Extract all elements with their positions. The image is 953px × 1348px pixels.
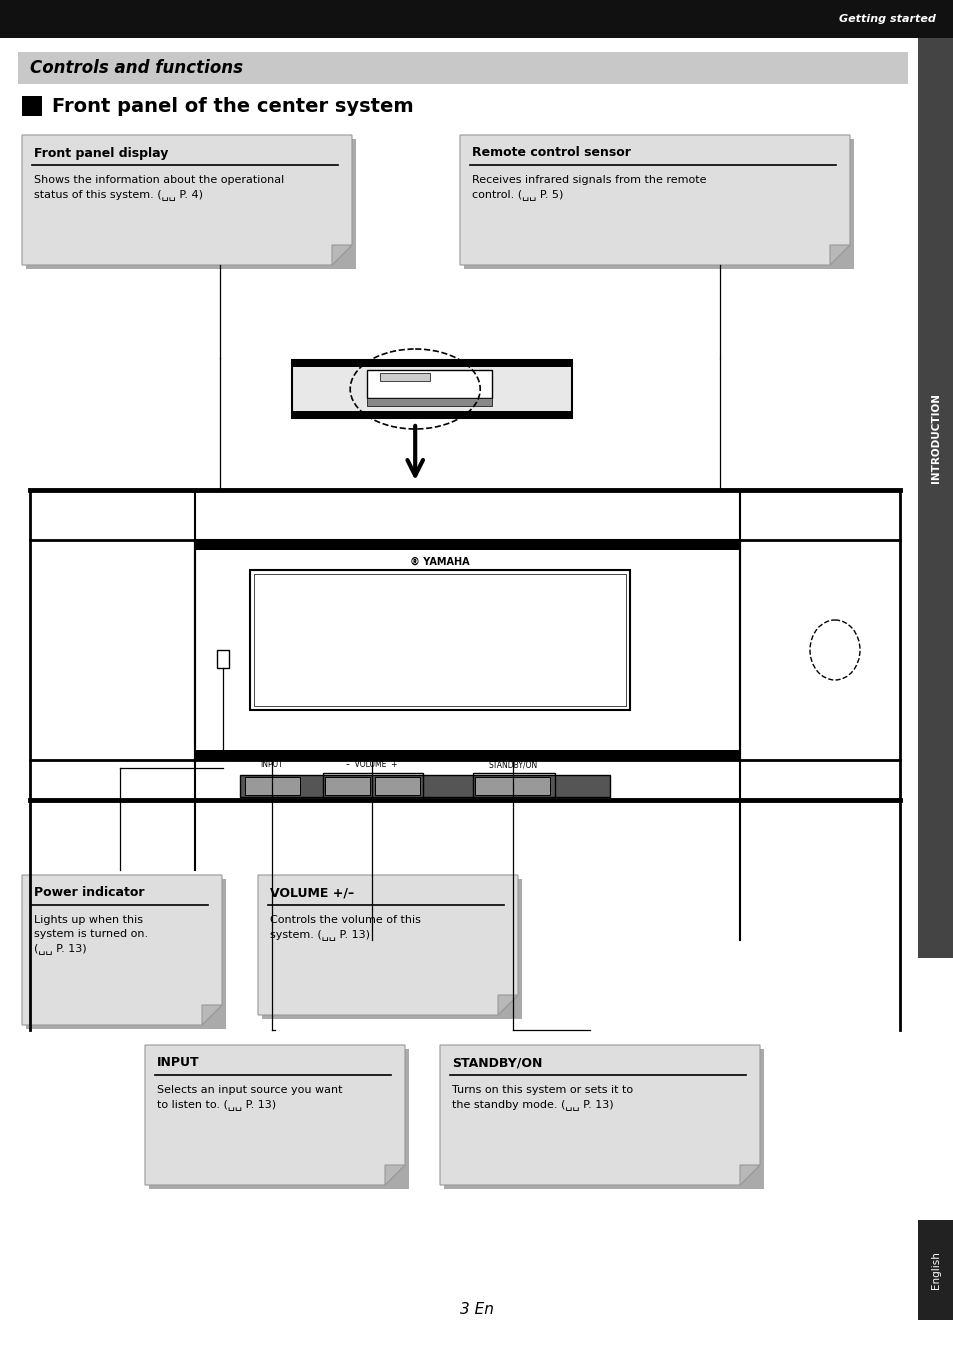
Bar [917,1220,953,1320]
Bar [194,541,740,760]
Bar [292,411,572,418]
Polygon shape [22,875,222,1024]
Text: INPUT: INPUT [260,760,283,768]
Text: Receives infrared signals from the remote
control. (␣␣ P. 5): Receives infrared signals from the remot… [472,175,706,200]
Text: Selects an input source you want
to listen to. (␣␣ P. 13): Selects an input source you want to list… [157,1085,342,1109]
Polygon shape [439,1045,760,1185]
Bar [292,360,572,418]
Bar [149,1049,409,1189]
Text: INTRODUCTION: INTRODUCTION [930,394,940,483]
Text: Turns on this system or sets it to
the standby mode. (␣␣ P. 13): Turns on this system or sets it to the s… [452,1085,633,1109]
Polygon shape [740,1165,760,1185]
Bar [250,570,629,710]
Text: Controls the volume of this
system. (␣␣ P. 13): Controls the volume of this system. (␣␣ … [270,915,420,940]
Text: STANDBY/ON: STANDBY/ON [488,760,537,768]
Text: Front panel of the center system: Front panel of the center system [52,97,414,116]
Bar [323,772,422,799]
Text: 3 En: 3 En [459,1302,494,1317]
Polygon shape [257,875,517,1015]
Text: VOLUME +/–: VOLUME +/– [270,887,354,899]
Polygon shape [202,1006,222,1024]
Polygon shape [459,135,849,266]
Polygon shape [385,1165,405,1185]
Bar [253,574,625,706]
Bar [245,776,299,795]
Bar [26,879,226,1029]
Text: Front panel display: Front panel display [34,147,168,159]
Bar [22,96,42,116]
Text: ® YAMAHA: ® YAMAHA [410,557,470,568]
Text: Shows the information about the operational
status of this system. (␣␣ P. 4): Shows the information about the operatio… [34,175,284,200]
Bar [194,749,740,760]
Bar [194,541,740,550]
Bar [443,1049,763,1189]
Bar [26,139,355,270]
Polygon shape [829,245,849,266]
Bar [473,772,555,799]
Polygon shape [22,135,352,266]
Bar [18,53,907,84]
Polygon shape [497,995,517,1015]
Bar [216,650,229,669]
Bar [917,38,953,958]
Bar [0,0,953,38]
Bar [292,360,572,367]
Text: –  VOLUME  +: – VOLUME + [346,760,397,768]
Bar [367,398,492,406]
Text: Lights up when this
system is turned on.
(␣␣ P. 13): Lights up when this system is turned on.… [34,915,148,954]
Polygon shape [145,1045,405,1185]
Bar [325,776,370,795]
Bar [379,373,430,381]
Bar [463,139,853,270]
Bar [367,369,492,398]
Polygon shape [332,245,352,266]
Text: English: English [930,1251,940,1289]
Text: Power indicator: Power indicator [34,887,144,899]
Text: Controls and functions: Controls and functions [30,59,243,77]
Text: INPUT: INPUT [157,1057,199,1069]
Bar [375,776,419,795]
Bar [475,776,550,795]
Text: STANDBY/ON: STANDBY/ON [452,1057,542,1069]
Text: Getting started: Getting started [839,13,935,24]
Text: Remote control sensor: Remote control sensor [472,147,630,159]
Bar [240,775,609,797]
Bar [262,879,521,1019]
